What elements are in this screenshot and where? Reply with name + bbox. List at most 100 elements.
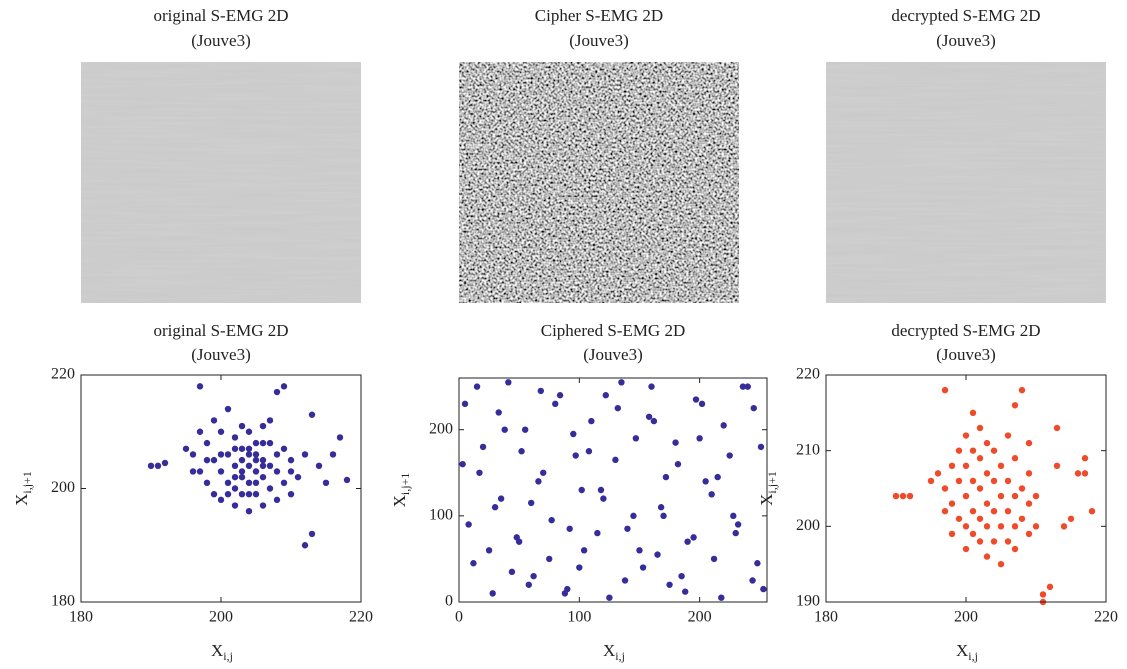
scatter-point: [1025, 439, 1033, 447]
x-axis-label: Xi,j: [603, 641, 625, 663]
scatter-point: [238, 456, 246, 464]
scatter-point: [1060, 523, 1068, 530]
scatter-point: [976, 455, 984, 462]
scatter-point: [1011, 545, 1019, 553]
scatter-point: [1018, 485, 1026, 492]
scatter-point: [1004, 538, 1012, 545]
scatter-point: [485, 547, 493, 554]
scatter-point: [1018, 515, 1026, 522]
scatter-point: [497, 495, 505, 502]
scatter-point: [962, 523, 970, 530]
scatter-point: [948, 462, 956, 469]
scatter-point: [648, 383, 655, 390]
scatter-point: [1081, 455, 1089, 462]
scatter-point: [245, 479, 253, 487]
scatter-point: [990, 447, 998, 454]
scatter-point: [941, 485, 949, 492]
scatter-point: [990, 538, 998, 545]
axes-frame: [80, 374, 362, 603]
y-tick-label: 200: [51, 479, 75, 496]
scatter-point: [983, 553, 991, 560]
axes-frame: [825, 374, 1107, 603]
scatter-point: [990, 477, 998, 485]
scatter-point: [245, 462, 253, 469]
scatter-point: [508, 568, 516, 576]
scatter-point: [343, 476, 351, 484]
y-tick-label: 0: [445, 593, 453, 610]
axes-frame: [458, 377, 768, 603]
scatter-point: [476, 469, 483, 476]
scatter-point: [1011, 492, 1019, 500]
scatter-point: [754, 560, 761, 567]
scatter-point: [714, 473, 721, 481]
scatter-point: [266, 439, 274, 447]
scatter-point: [561, 590, 569, 597]
scatter-point: [287, 490, 295, 498]
scatter-point: [1032, 492, 1040, 500]
scatter-point: [997, 492, 1005, 500]
x-axis-label: Xi,j: [956, 641, 978, 663]
scatter-point: [708, 491, 715, 498]
scatter-point: [495, 409, 502, 416]
chart-title: decrypted S-EMG 2D: [891, 6, 1040, 25]
scatter-point: [252, 439, 260, 447]
scatter-point: [612, 456, 619, 464]
scatter-point: [955, 515, 963, 522]
y-axis-label: Xi,j+1: [12, 471, 34, 506]
scatter-point: [525, 581, 532, 588]
scatter-point: [203, 439, 211, 447]
scatter-point: [660, 512, 667, 520]
scatter-point: [210, 417, 218, 424]
scatter-point: [252, 456, 260, 464]
scatter-point: [1004, 508, 1012, 515]
scatter-point: [927, 477, 935, 485]
x-axis-label-sub: i,j: [968, 649, 978, 663]
scatter-point: [217, 496, 225, 504]
scatter-point: [726, 452, 733, 459]
scatter-point: [210, 456, 218, 464]
scatter-point: [217, 451, 225, 458]
scatter-point: [749, 577, 756, 584]
chart-title: original S-EMG 2D: [153, 6, 288, 25]
chart-subtitle: (Jouve3): [936, 345, 995, 364]
scatter-point: [224, 405, 232, 413]
scatter-point: [461, 400, 469, 408]
scatter-point: [530, 572, 537, 580]
scatter-point: [678, 572, 685, 580]
scatter-point: [1053, 424, 1061, 432]
scatter-point: [154, 462, 162, 469]
scatter-point: [969, 530, 977, 538]
scatter-point: [259, 456, 267, 464]
scatter-point: [252, 451, 260, 458]
scatter-point: [639, 564, 647, 571]
scatter-point: [720, 422, 727, 429]
scatter-point: [252, 490, 260, 498]
scatter-point: [540, 469, 547, 476]
x-tick-label: 180: [69, 609, 93, 626]
scatter-point: [548, 516, 555, 524]
scatter-point: [238, 473, 246, 481]
scatter-point: [734, 521, 742, 528]
scatter-point: [465, 521, 472, 528]
x-axis-label-sub: i,j: [223, 649, 233, 663]
scatter-point: [280, 383, 288, 390]
scatter-point: [948, 530, 956, 538]
scatter-point: [983, 439, 991, 447]
scatter-point: [566, 525, 573, 532]
scatter-point: [621, 577, 629, 584]
scatter-point: [515, 538, 523, 545]
y-tick-label: 220: [796, 366, 820, 383]
scatter-point: [266, 485, 274, 492]
scatter-point: [231, 434, 239, 441]
scatter-point: [718, 594, 725, 601]
scatter-point: [301, 451, 309, 458]
scatter-point: [161, 459, 169, 467]
scatter-point: [273, 468, 281, 475]
scatter-point: [546, 555, 553, 563]
scatter-point: [521, 426, 529, 433]
y-axis-label-main: X: [390, 495, 409, 507]
scatter-point: [224, 451, 232, 458]
y-tick-label: 220: [51, 366, 75, 383]
scatter-point: [231, 502, 239, 509]
